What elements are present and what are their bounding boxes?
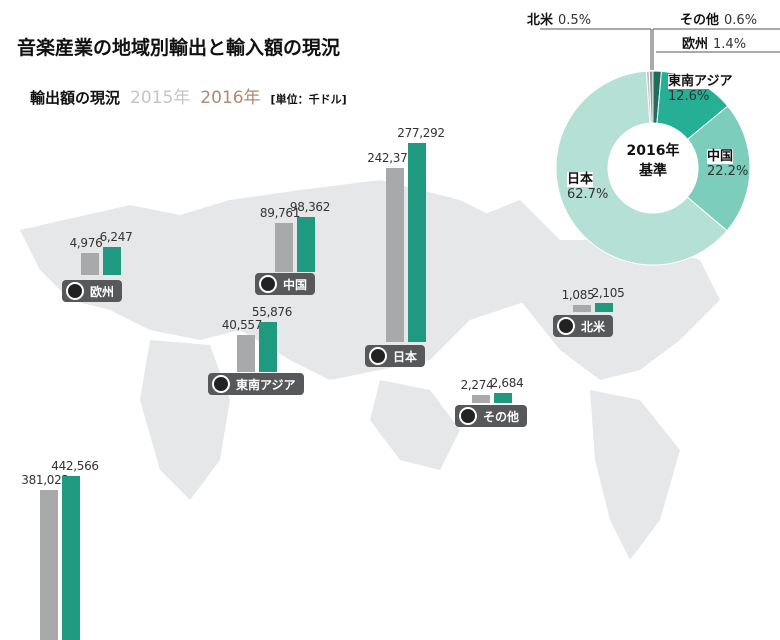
donut-chart — [540, 28, 780, 266]
region-badge: 欧州 — [62, 280, 123, 302]
unit-label: [単位：千ドル] — [270, 93, 347, 106]
subtitle-label: 輸出額の現況 — [30, 89, 121, 107]
slice-percent: 0.5% — [558, 13, 592, 28]
region-badge: 日本 — [365, 345, 426, 367]
bar-2015 — [573, 305, 591, 312]
slice-name: 欧州 — [682, 37, 709, 52]
bar-value-label: 6,247 — [99, 230, 133, 244]
slice-name: 東南アジア — [668, 74, 733, 89]
bar-2015 — [40, 490, 58, 640]
legend-2015: 2015年 — [130, 88, 191, 108]
chart-subtitle: 輸出額の現況 2015年 2016年 [単位：千ドル] — [30, 83, 347, 108]
bar-2016 — [595, 303, 613, 312]
bar-value-label: 55,876 — [251, 305, 293, 319]
donut-slice-中国 — [686, 105, 751, 232]
legend-2016: 2016年 — [200, 88, 261, 108]
bar-2015 — [472, 395, 490, 403]
bar-2016 — [62, 476, 80, 640]
region-label: 中国 — [283, 277, 308, 292]
bar-value-label: 40,557 — [221, 318, 263, 332]
bar-2016 — [103, 247, 121, 275]
slice-percent: 12.6% — [668, 89, 710, 104]
bar-value-label: 2,274 — [460, 378, 494, 392]
bar-2015 — [237, 335, 255, 372]
bar-value-label: 98,362 — [289, 200, 331, 214]
bar-value-label: 2,684 — [490, 376, 524, 390]
donut-slice-日本 — [555, 70, 728, 266]
flag-icon — [369, 347, 387, 365]
region-label: 北米 — [581, 319, 606, 334]
bar-2016 — [408, 143, 426, 342]
bar-value-label: 2,105 — [591, 286, 625, 300]
region-badge: 中国 — [255, 273, 316, 295]
bar-value-label: 242,370 — [367, 151, 415, 165]
region-badge: その他 — [455, 405, 528, 427]
slice-name: 中国 — [707, 149, 734, 164]
bar-value-label: 277,292 — [397, 126, 445, 140]
flag-icon — [459, 407, 477, 425]
region-badge: 北米 — [553, 315, 614, 337]
bar-2015 — [386, 168, 404, 342]
donut-label: 中国 22.2% — [707, 145, 748, 179]
slice-percent: 1.4% — [713, 37, 747, 52]
region-label: 日本 — [393, 349, 418, 364]
donut-label: 欧州 1.4% — [682, 33, 746, 52]
flag-icon — [66, 282, 84, 300]
donut-label: その他 0.6% — [680, 9, 757, 28]
flag-icon — [557, 317, 575, 335]
region-badge: 東南アジア — [208, 373, 304, 395]
slice-name: その他 — [680, 13, 720, 28]
bar-2015 — [81, 253, 99, 275]
flag-icon — [212, 375, 230, 393]
bar-2016 — [259, 322, 277, 372]
slice-name: 北米 — [527, 13, 554, 28]
bar-value-label: 1,085 — [561, 288, 595, 302]
slice-percent: 22.2% — [707, 164, 749, 179]
donut-label: 東南アジア 12.6% — [668, 70, 733, 104]
region-label: その他 — [483, 409, 520, 424]
flag-icon — [259, 275, 277, 293]
donut-center-label: 2016年基準 — [626, 143, 680, 179]
bar-value-label: 442,566 — [51, 459, 99, 473]
donut-label: 日本 62.7% — [567, 168, 608, 202]
bar-value-label: 89,761 — [259, 206, 301, 220]
page-title: 音楽産業の地域別輸出と輸入額の現況 — [17, 37, 341, 59]
slice-percent: 62.7% — [567, 187, 609, 202]
bar-2016 — [297, 217, 315, 272]
slice-name: 日本 — [567, 172, 594, 187]
region-label: 欧州 — [90, 284, 115, 299]
bar-value-label: 381,023 — [21, 473, 69, 487]
bar-value-label: 4,976 — [69, 236, 103, 250]
region-label: 東南アジア — [236, 377, 296, 392]
slice-percent: 0.6% — [724, 13, 758, 28]
bar-2015 — [275, 223, 293, 272]
donut-label: 北米 0.5% — [527, 9, 591, 28]
bar-2016 — [494, 393, 512, 403]
